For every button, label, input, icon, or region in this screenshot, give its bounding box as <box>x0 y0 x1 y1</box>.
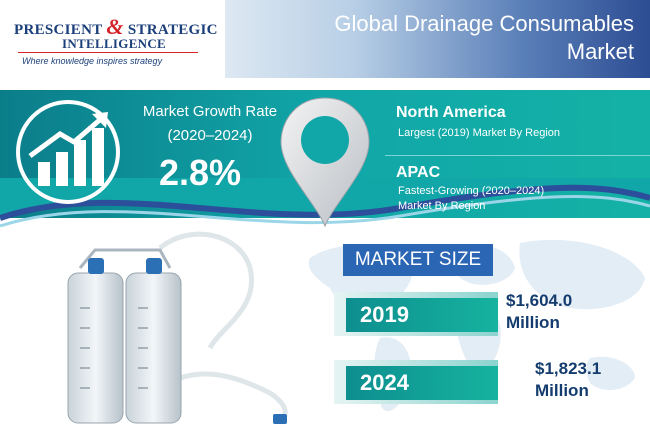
growth-rate-value: 2.8% <box>158 152 242 193</box>
logo-word-intelligence: INTELLIGENCE <box>62 36 167 51</box>
header-banner: Global Drainage Consumables Market <box>225 0 650 78</box>
market-size-heading: MARKET SIZE <box>343 244 493 276</box>
growth-chart-icon <box>16 100 120 204</box>
growth-rate-label: Market Growth Rate (2020–2024) <box>140 100 280 148</box>
market-size-row-2019: 2019 <box>334 292 498 336</box>
market-size-unit: Million <box>506 313 560 332</box>
region-fastest-desc-line1: Fastest-Growing (2020–2024) <box>398 185 545 197</box>
logo-divider <box>18 52 198 53</box>
page-title-line2: Market <box>566 39 634 64</box>
region-fastest-name: APAC <box>396 164 441 181</box>
market-size-amount: $1,604.0 <box>506 291 573 310</box>
market-size-year: 2019 <box>360 302 409 327</box>
page-title: Global Drainage Consumables Market <box>334 10 634 66</box>
location-pin-icon <box>280 97 370 228</box>
logo: PRESCIENT & STRATEGIC INTELLIGENCE Where… <box>0 0 225 78</box>
region-divider <box>385 155 650 156</box>
market-size-amount: $1,823.1 <box>535 359 602 378</box>
market-size-bar <box>346 366 498 400</box>
page-title-line1: Global Drainage Consumables <box>334 11 634 36</box>
growth-rate-label-line1: Market Growth Rate <box>142 103 278 120</box>
logo-tagline: Where knowledge inspires strategy <box>22 56 163 66</box>
logo-word-strategic: STRATEGIC <box>127 22 218 38</box>
logo-wordmark: PRESCIENT & STRATEGIC <box>14 14 218 40</box>
region-fastest-desc: Fastest-Growing (2020–2024) Market By Re… <box>398 184 544 214</box>
drainage-bottle-image <box>67 231 288 425</box>
market-size-row-2024: 2024 <box>334 360 498 404</box>
logo-ampersand: & <box>106 14 124 39</box>
logo-word-prescient: PRESCIENT <box>14 22 103 38</box>
market-size-value-2024: $1,823.1 Million <box>535 358 601 402</box>
market-size-unit: Million <box>535 381 589 400</box>
growth-rate-label-line2: (2020–2024) <box>167 127 253 144</box>
market-size-bar <box>346 298 498 332</box>
region-largest-desc: Largest (2019) Market By Region <box>398 127 561 139</box>
market-size-year: 2024 <box>360 370 409 395</box>
region-largest-name: North America <box>396 104 506 121</box>
region-fastest-desc-line2: Market By Region <box>398 200 486 212</box>
market-size-value-2019: $1,604.0 Million <box>506 290 572 334</box>
